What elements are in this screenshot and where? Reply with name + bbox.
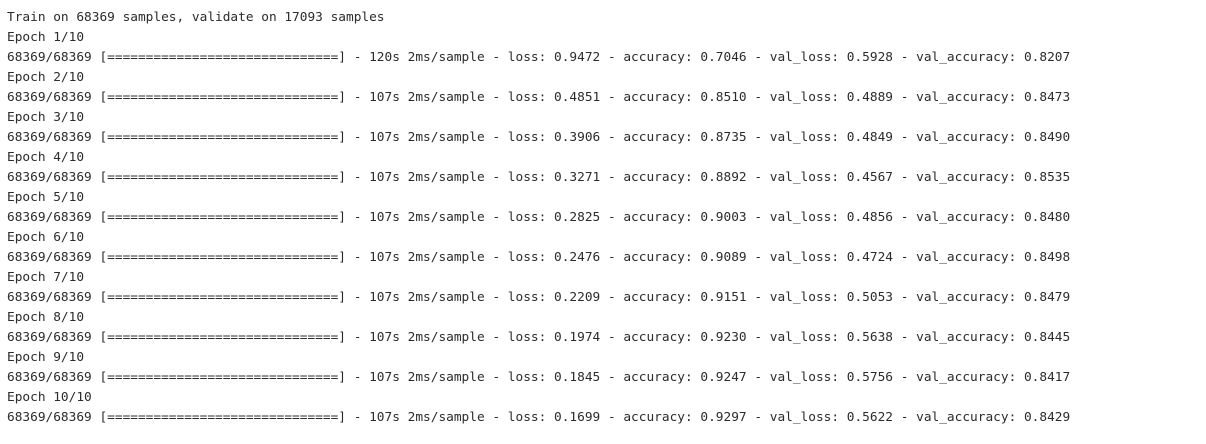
epoch-progress-line: 68369/68369 [===========================… [7,170,1071,185]
epoch-label-line: Epoch 6/10 [7,230,85,245]
epoch-progress-line: 68369/68369 [===========================… [7,290,1071,305]
epoch-label-line: Epoch 8/10 [7,310,85,325]
epoch-progress-line: 68369/68369 [===========================… [7,370,1071,385]
epoch-label-line: Epoch 9/10 [7,350,85,365]
epoch-progress-line: 68369/68369 [===========================… [7,130,1071,145]
epoch-label-line: Epoch 2/10 [7,70,85,85]
epoch-progress-line: 68369/68369 [===========================… [7,50,1071,65]
epoch-label-line: Epoch 10/10 [7,390,92,405]
epoch-label-line: Epoch 5/10 [7,190,85,205]
epoch-label-line: Epoch 1/10 [7,30,85,45]
epoch-label-line: Epoch 3/10 [7,110,85,125]
epoch-progress-line: 68369/68369 [===========================… [7,210,1071,225]
epoch-progress-line: 68369/68369 [===========================… [7,330,1071,345]
training-header-line: Train on 68369 samples, validate on 1709… [7,10,385,25]
epoch-label-line: Epoch 4/10 [7,150,85,165]
epoch-progress-line: 68369/68369 [===========================… [7,90,1071,105]
epoch-label-line: Epoch 7/10 [7,270,85,285]
epoch-progress-line: 68369/68369 [===========================… [7,410,1071,425]
epoch-progress-line: 68369/68369 [===========================… [7,250,1071,265]
